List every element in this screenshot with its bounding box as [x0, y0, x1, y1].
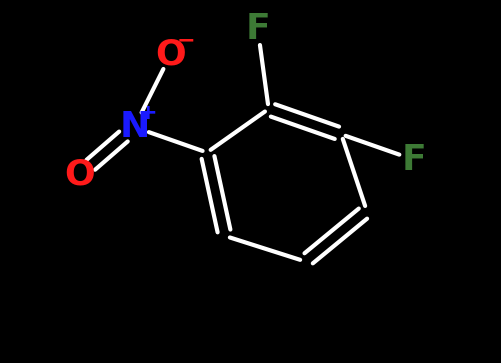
- Text: +: +: [139, 103, 157, 123]
- Text: −: −: [176, 30, 195, 51]
- Text: F: F: [245, 12, 270, 46]
- Text: N: N: [119, 110, 149, 144]
- Text: O: O: [65, 157, 95, 191]
- Text: O: O: [155, 37, 186, 72]
- Text: F: F: [401, 143, 426, 177]
